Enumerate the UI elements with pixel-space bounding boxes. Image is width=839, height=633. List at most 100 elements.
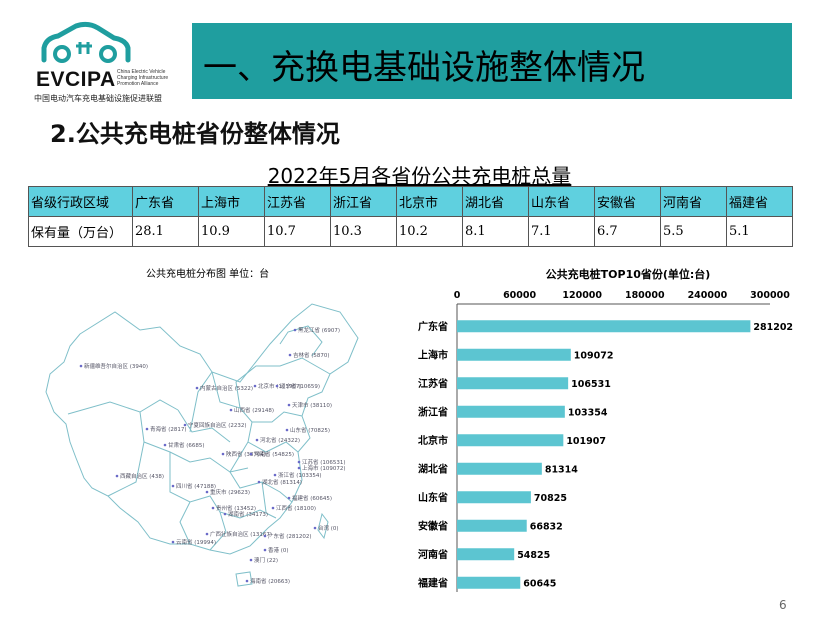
top10-bar-chart: 公共充电桩TOP10省份(单位:台) 0 60000 120000 180000 240…: [417, 267, 793, 592]
map-label: 上海市 (109072): [302, 464, 346, 472]
table-header-cell: 河南省: [660, 186, 727, 217]
table-header-cell: 湖北省: [462, 186, 529, 217]
table-value-cell: 10.9: [198, 216, 265, 247]
map-marker: [249, 558, 253, 562]
table-header-cell: 山东省: [528, 186, 595, 217]
chart-data-label: 101907: [566, 436, 606, 447]
map-label: 湖北省 (81314): [262, 478, 302, 486]
map-marker: [171, 484, 175, 488]
map-label: 贵州省 (13452): [216, 504, 256, 512]
chart-tick-label: 60000: [503, 290, 536, 301]
map-marker: [273, 473, 277, 477]
chart-bar: [457, 434, 564, 447]
china-map: 黑龙江省 (6907) 吉林省 (5870) 新疆维吾尔自治区 (3940) 内蒙古自…: [45, 303, 359, 587]
chart-category-label: 江苏省: [418, 377, 448, 390]
map-label: 新疆维吾尔自治区 (3940): [84, 362, 148, 370]
chart-category-label: 山东省: [418, 491, 448, 504]
chart-data-label: 109072: [574, 350, 614, 361]
table-header-cell: 安徽省: [594, 186, 661, 217]
table-header-cell: 福建省: [726, 186, 793, 217]
map-marker: [211, 506, 215, 510]
map-label: 吉林省 (5870): [293, 351, 330, 359]
map-label: 浙江省 (103354): [278, 471, 322, 479]
logo-subtitle: China Electric Vehicle Charging Infrastr…: [117, 69, 169, 87]
map-label: 天津市 (38110): [292, 401, 332, 409]
logo-chinese-name: 中国电动汽车充电基础设施促进联盟: [34, 94, 162, 103]
map-label: 湖南省 (34173): [228, 510, 268, 518]
chart-category-label: 广东省: [418, 320, 448, 333]
map-marker: [255, 438, 259, 442]
table-header-cell: 北京市: [396, 186, 463, 217]
header-band: [192, 23, 792, 99]
map-label: 江西省 (18100): [276, 504, 316, 512]
chart-category-label: 浙江省: [418, 405, 448, 418]
map-marker: [223, 512, 227, 516]
table-value-cell: 10.3: [330, 216, 397, 247]
chart-bar: [457, 377, 569, 390]
map-label: 西藏自治区 (438): [120, 472, 164, 480]
map-marker: [297, 460, 301, 464]
map-label: 山西省 (29148): [234, 406, 274, 414]
map-title: 公共充电桩分布图 单位：台: [146, 269, 270, 280]
map-marker: [275, 384, 279, 388]
map-label: 海南省 (20663): [250, 577, 290, 585]
chart-tick-label: 300000: [750, 290, 790, 301]
chart-tick-label: 120000: [562, 290, 602, 301]
table-value-cell: 28.1: [132, 216, 199, 247]
table-value-cell: 7.1: [528, 216, 595, 247]
map-marker: [171, 540, 175, 544]
chart-bar: [457, 576, 521, 589]
map-label: 广西壮族自治区 (13167): [210, 530, 272, 538]
table-value-row: 保有量（万台） 28.1 10.9 10.7 10.3 10.2 8.1 7.1…: [28, 216, 793, 247]
map-label: 四川省 (47188): [176, 482, 216, 490]
map-label: 宁夏回族自治区 (2232): [188, 421, 247, 429]
map-label: 广东省 (281202): [268, 532, 312, 540]
taiwan-island: [317, 512, 329, 540]
map-label: 河北省 (24322): [260, 436, 300, 444]
car-plug-icon: [41, 21, 131, 63]
map-marker: [245, 579, 249, 583]
map-label: 云南省 (19994): [176, 538, 216, 546]
map-label: 甘肃省 (6685): [168, 441, 205, 449]
chart-data-label: 70825: [534, 493, 567, 504]
table-value-cell: 5.1: [726, 216, 793, 247]
map-marker: [271, 506, 275, 510]
map-marker: [145, 427, 149, 431]
map-label: 辽宁省 (10659): [280, 382, 320, 390]
logo-brand: EVCIPA: [36, 68, 116, 91]
map-marker: [205, 532, 209, 536]
map-label: 福建省 (60645): [292, 494, 332, 502]
map-marker: [183, 423, 187, 427]
chart-title: 公共充电桩TOP10省份(单位:台): [546, 267, 711, 281]
chart-bar: [457, 548, 515, 561]
map-label: 重庆市 (29623): [210, 488, 250, 496]
table-header-row: 省级行政区域 广东省 上海市 江苏省 浙江省 北京市 湖北省 山东省 安徽省 河…: [28, 186, 793, 217]
map-label: 内蒙古自治区 (5322): [200, 384, 253, 392]
chart-data-label: 60645: [523, 578, 556, 589]
map-label: 香港 (0): [268, 546, 289, 554]
map-marker: [293, 328, 297, 332]
chart-bar: [457, 405, 565, 418]
map-label: 黑龙江省 (6907): [298, 326, 340, 334]
map-marker: [195, 386, 199, 390]
map-label: 陕西省 (38704): [226, 450, 266, 458]
table-value-label: 保有量（万台）: [28, 216, 133, 247]
evcipa-logo: EVCIPA China Electric Vehicle Charging I…: [28, 20, 178, 108]
page-number: 6: [779, 598, 787, 612]
chart-category-label: 河南省: [418, 548, 448, 561]
chart-bar: [457, 320, 751, 333]
map-marker: [285, 428, 289, 432]
chart-bar: [457, 519, 527, 532]
map-marker: [79, 364, 83, 368]
chart-data-label: 66832: [530, 521, 563, 532]
table-value-cell: 10.2: [396, 216, 463, 247]
chart-bar: [457, 348, 571, 361]
map-marker: [257, 480, 261, 484]
chart-category-label: 湖北省: [418, 462, 448, 475]
chart-data-label: 281202: [753, 322, 793, 333]
chart-data-label: 106531: [571, 379, 611, 390]
table-value-cell: 10.7: [264, 216, 331, 247]
chart-tick-label: 180000: [625, 290, 665, 301]
map-marker: [288, 353, 292, 357]
map-marker: [229, 408, 233, 412]
